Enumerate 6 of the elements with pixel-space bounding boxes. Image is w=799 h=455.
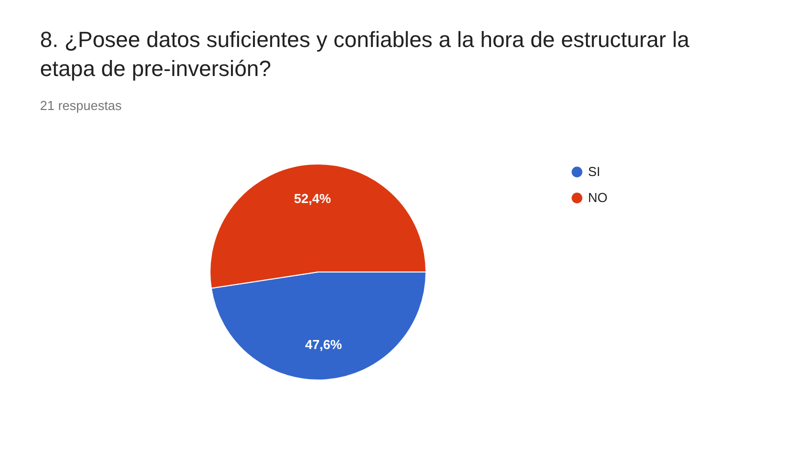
legend-label: NO: [588, 190, 608, 205]
chart-title: 8. ¿Posee datos suficientes y confiables a la hora de estructurar la etapa de pre-inversión?: [40, 27, 690, 81]
text: 21 respuestas: [40, 98, 122, 113]
legend-label: SI: [588, 164, 600, 179]
data-label: 52,4%: [294, 190, 332, 206]
data-label: 47,6%: [305, 337, 342, 352]
